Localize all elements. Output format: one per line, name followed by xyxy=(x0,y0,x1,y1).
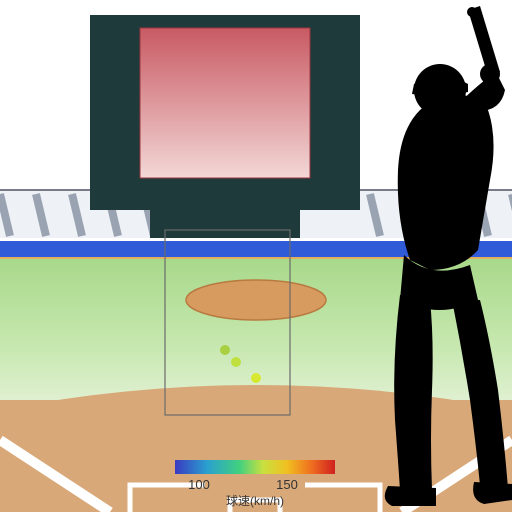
scoreboard-screen xyxy=(140,28,310,178)
pitch-marker xyxy=(231,357,241,367)
velocity-axis-label: 球速(km/h) xyxy=(226,494,284,508)
velocity-colorbar xyxy=(175,460,335,474)
pitch-marker xyxy=(220,345,230,355)
pitch-marker xyxy=(251,373,261,383)
velocity-tick-label: 100 xyxy=(188,477,210,492)
pitch-chart: 100 150 球速(km/h) xyxy=(0,0,512,512)
velocity-tick-label: 150 xyxy=(276,477,298,492)
pitchers-mound xyxy=(186,280,326,320)
scoreboard-base xyxy=(150,180,300,240)
